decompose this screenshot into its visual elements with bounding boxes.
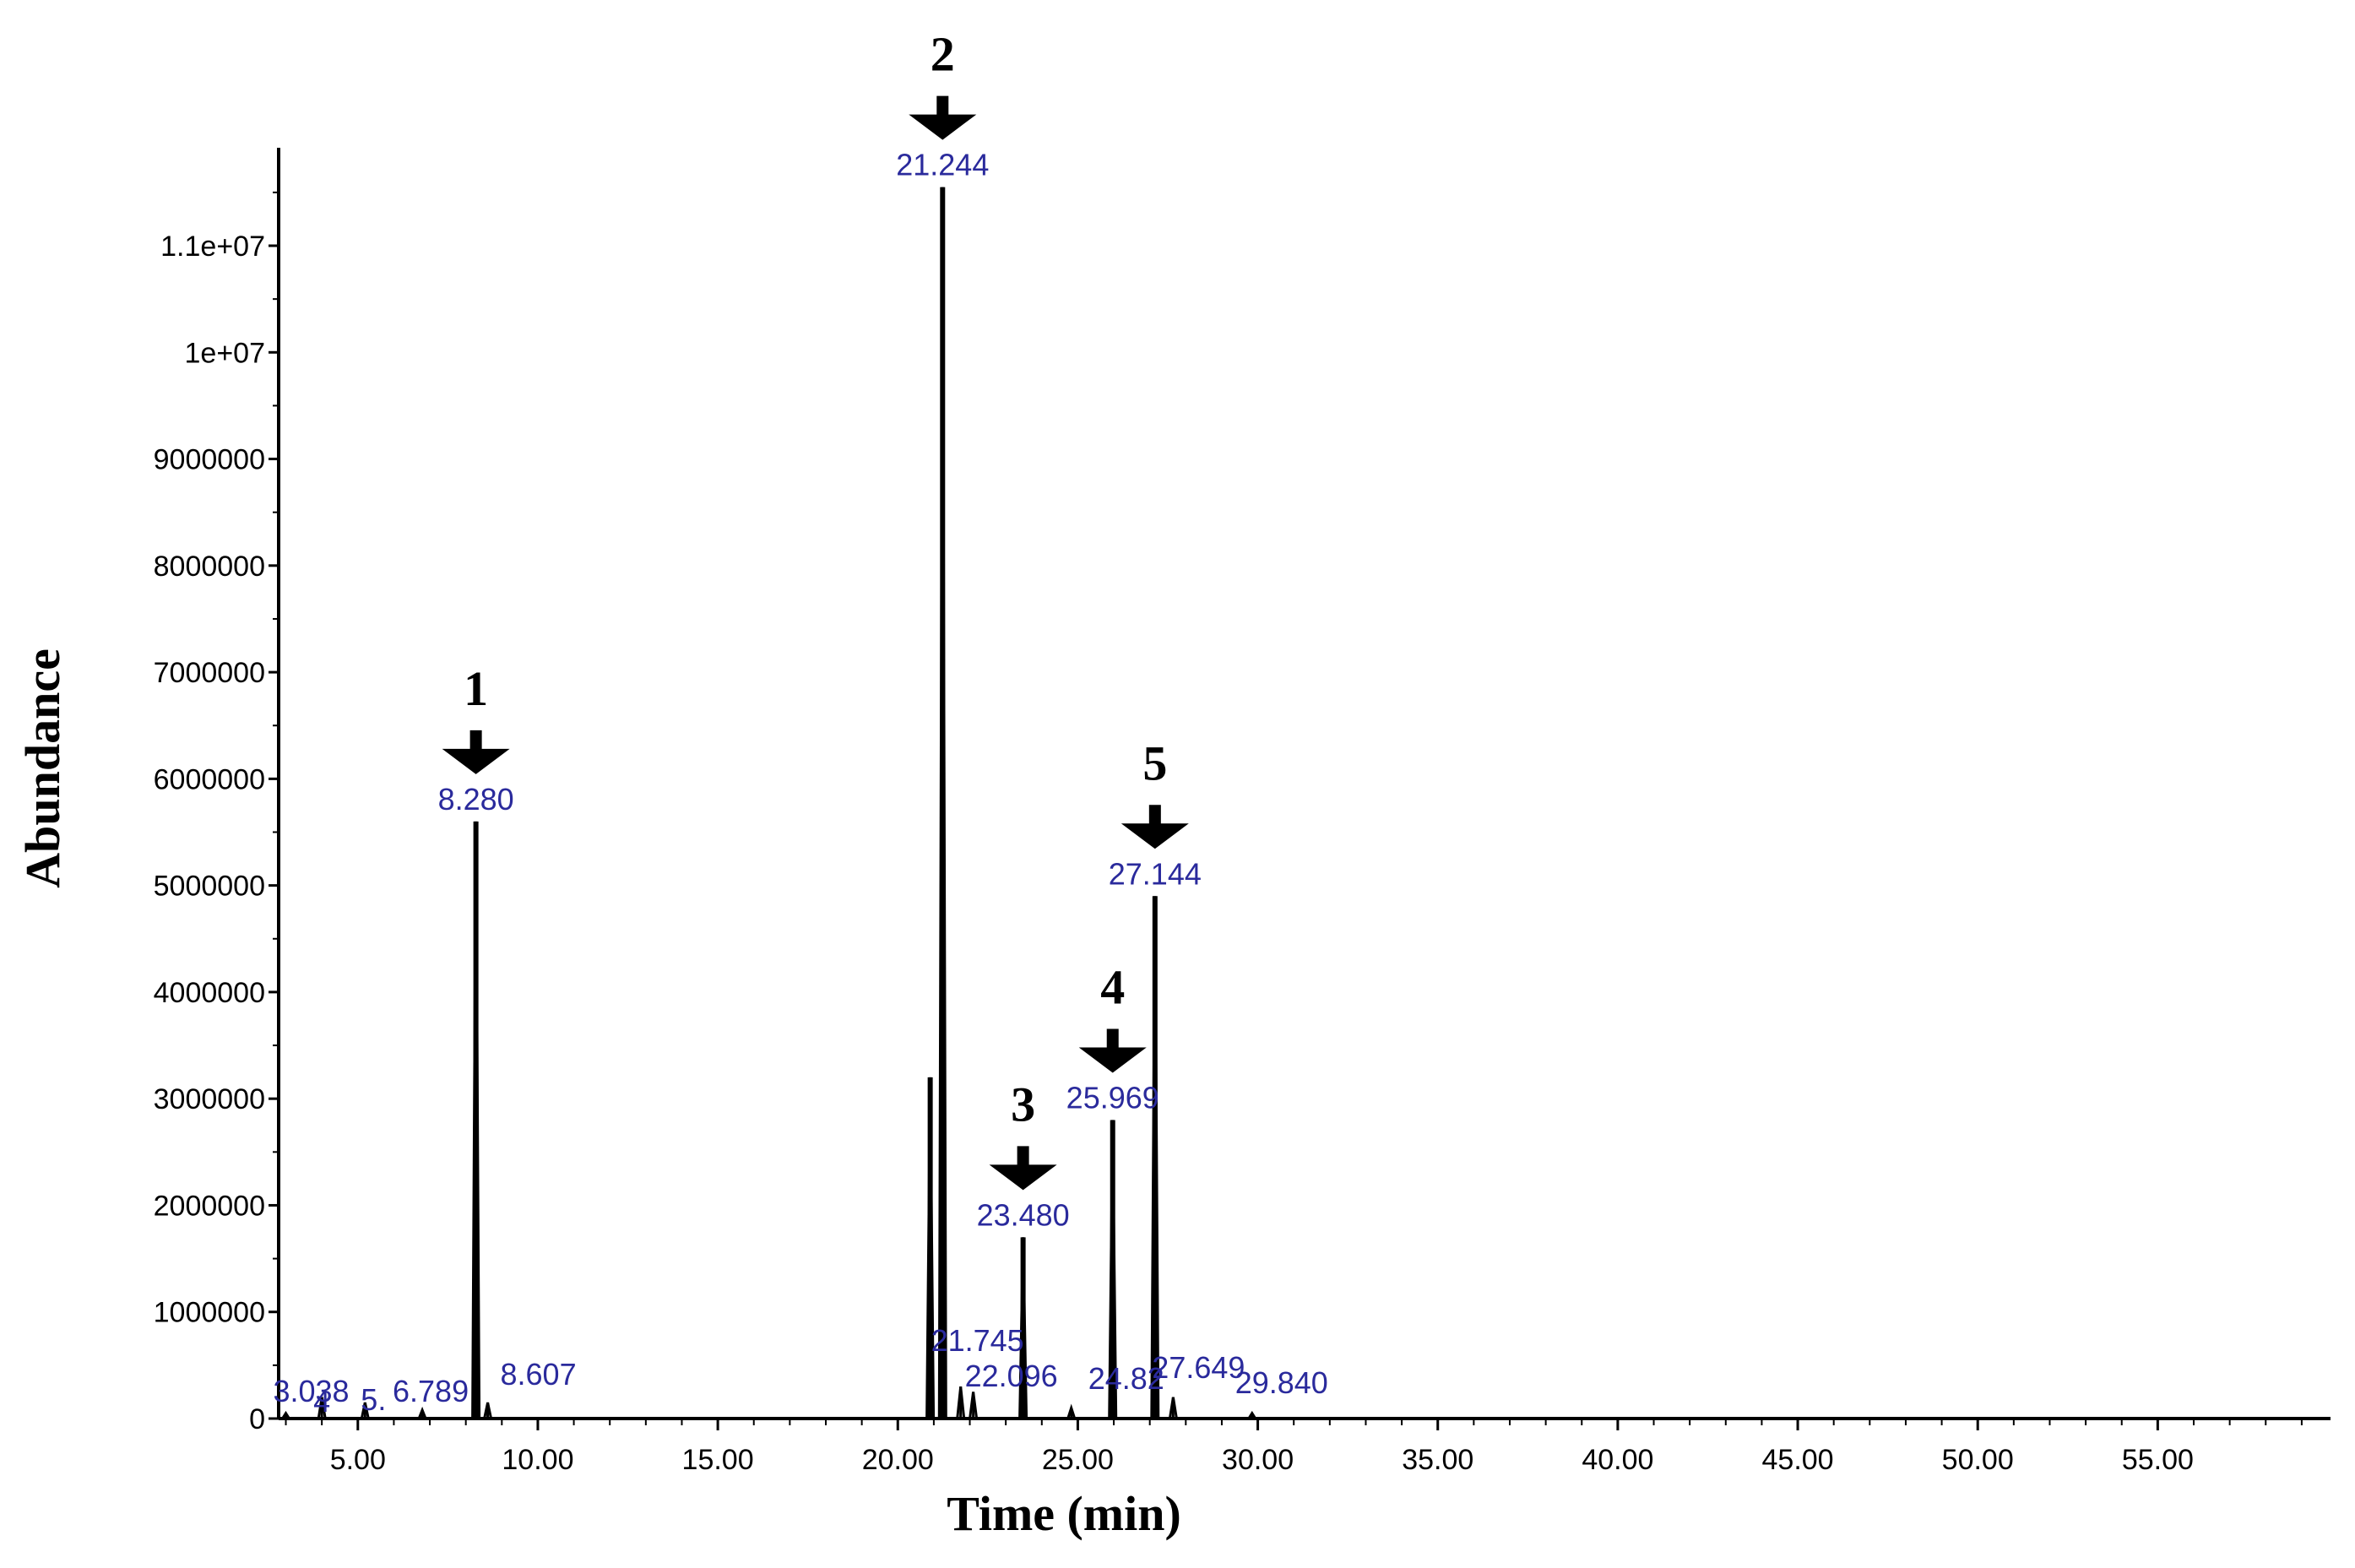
peak-label: 5. bbox=[361, 1382, 386, 1417]
x-tick-label: 40.00 bbox=[1582, 1444, 1653, 1476]
x-tick-label: 35.00 bbox=[1402, 1444, 1473, 1476]
peak-markers: 1 2 3 4 5 bbox=[442, 27, 1189, 1191]
peak-label: 4 bbox=[313, 1384, 330, 1419]
peak-label: 21.244 bbox=[896, 148, 989, 182]
peak-label: 27.649 bbox=[1152, 1350, 1245, 1385]
peak-label: 21.745 bbox=[931, 1323, 1024, 1358]
y-tick-label: 7000000 bbox=[154, 657, 265, 689]
peak-marker-number: 1 bbox=[464, 661, 488, 716]
peak-label: 23.480 bbox=[977, 1197, 1070, 1232]
y-tick-label: 1000000 bbox=[154, 1297, 265, 1329]
down-arrow-icon bbox=[1078, 1028, 1147, 1073]
y-axis: 0 1000000 2000000 3000000 4000000 5000000 6000… bbox=[154, 148, 280, 1435]
y-tick-label: 3000000 bbox=[154, 1083, 265, 1115]
y-axis-title: Abundance bbox=[15, 648, 70, 888]
peak-marker-number: 5 bbox=[1142, 735, 1167, 790]
down-arrow-icon bbox=[909, 95, 977, 140]
y-tick-label: 1e+07 bbox=[185, 337, 266, 369]
y-tick-label: 0 bbox=[249, 1403, 265, 1435]
peak-marker-number: 4 bbox=[1100, 959, 1125, 1014]
chromatogram-trace bbox=[279, 187, 2331, 1420]
peak-label: 6.789 bbox=[393, 1374, 469, 1408]
peak-marker-number: 3 bbox=[1011, 1077, 1035, 1131]
x-tick-label: 45.00 bbox=[1762, 1444, 1834, 1476]
trace-line bbox=[279, 187, 2331, 1420]
x-tick-label: 10.00 bbox=[502, 1444, 573, 1476]
y-tick-label: 9000000 bbox=[154, 444, 265, 476]
x-tick-label: 5.00 bbox=[330, 1444, 386, 1476]
y-tick-label: 6000000 bbox=[154, 763, 265, 795]
x-tick-label: 15.00 bbox=[682, 1444, 754, 1476]
peak-label: 8.280 bbox=[438, 782, 514, 817]
peak-label: 29.840 bbox=[1235, 1365, 1328, 1400]
peak-label: 22.096 bbox=[965, 1359, 1058, 1393]
x-tick-label: 25.00 bbox=[1042, 1444, 1114, 1476]
peak-label: 24.82 bbox=[1088, 1361, 1164, 1396]
peak-label: 8.607 bbox=[501, 1357, 577, 1392]
down-arrow-icon bbox=[1121, 805, 1189, 849]
x-tick-label: 30.00 bbox=[1222, 1444, 1294, 1476]
x-tick-label: 50.00 bbox=[1942, 1444, 2014, 1476]
y-tick-label: 2000000 bbox=[154, 1190, 265, 1222]
down-arrow-icon bbox=[442, 730, 510, 774]
x-tick-label: 55.00 bbox=[2122, 1444, 2194, 1476]
down-arrow-icon bbox=[989, 1146, 1057, 1191]
peak-label: 27.144 bbox=[1109, 856, 1202, 891]
x-tick-label: 20.00 bbox=[862, 1444, 934, 1476]
peak-marker-number: 2 bbox=[931, 27, 955, 82]
y-tick-label: 4000000 bbox=[154, 977, 265, 1009]
y-tick-label: 8000000 bbox=[154, 551, 265, 583]
x-axis: 5.00 10.00 15.00 20.00 25.00 30.00 35.00 40.00 4… bbox=[279, 1417, 2331, 1476]
y-tick-label: 1.1e+07 bbox=[160, 231, 265, 263]
peak-label: 3.038 bbox=[273, 1374, 349, 1408]
x-axis-title: Time (min) bbox=[947, 1486, 1181, 1541]
peak-label: 25.969 bbox=[1066, 1080, 1159, 1115]
y-tick-label: 5000000 bbox=[154, 871, 265, 903]
